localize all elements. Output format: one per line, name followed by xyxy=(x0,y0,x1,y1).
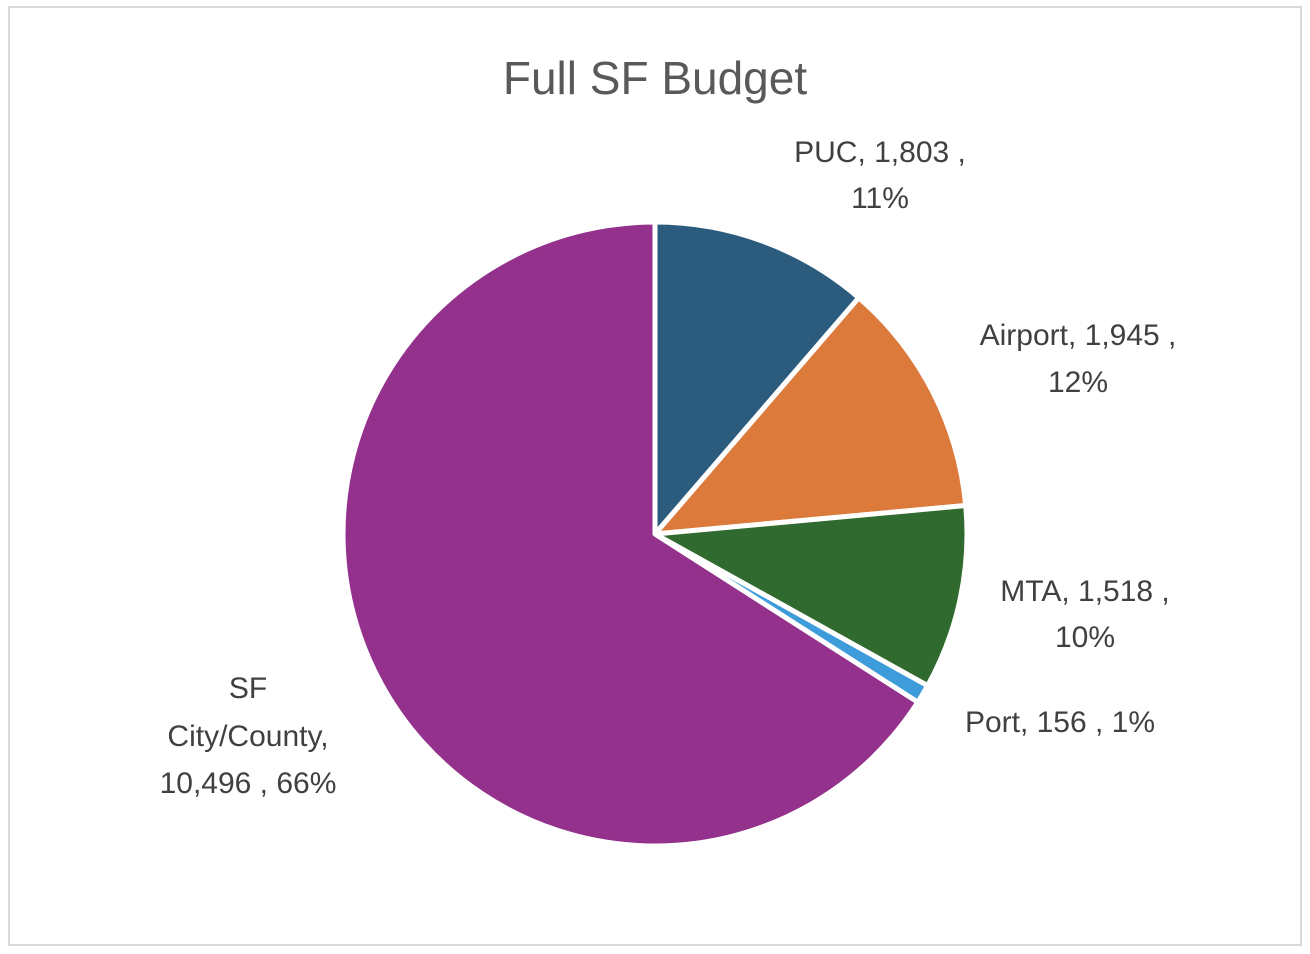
data-label-mta-line1: MTA, 1,518 , xyxy=(1000,575,1170,608)
data-label-airport-line1: Airport, 1,945 , xyxy=(980,319,1177,352)
pie-slice-mta xyxy=(652,503,970,689)
data-label-sf-line1: SF xyxy=(229,672,267,705)
data-label-port: Port, 156 , 1% xyxy=(965,706,1155,739)
data-labels: PUC, 1,803 , 11% Airport, 1,945 , 12% MT… xyxy=(160,136,1177,800)
pie-slice-sf-city-county xyxy=(340,219,921,849)
data-label-mta-line2: 10% xyxy=(1055,621,1115,654)
chart-title: Full SF Budget xyxy=(503,52,807,104)
data-label-sf-line2: City/County, xyxy=(167,720,328,753)
data-label-puc-line2: 11% xyxy=(851,182,909,215)
pie-slices xyxy=(340,219,970,849)
data-label-airport-line2: 12% xyxy=(1048,366,1108,399)
data-label-puc-line1: PUC, 1,803 , xyxy=(794,136,966,169)
pie-slice-airport xyxy=(652,295,969,537)
data-label-sf-line3: 10,496 , 66% xyxy=(160,767,337,800)
pie-slice-puc xyxy=(652,219,862,537)
